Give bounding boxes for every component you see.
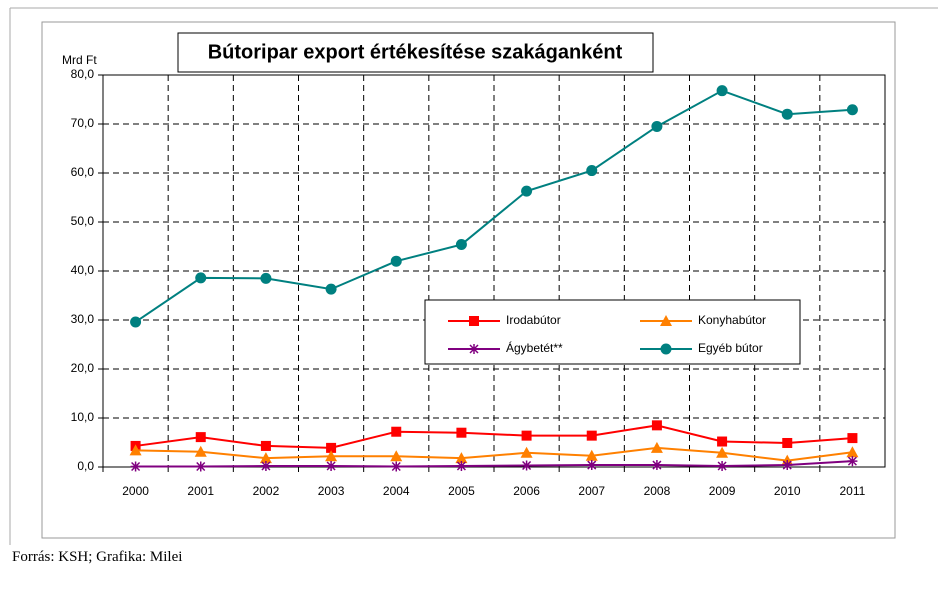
x-tick-label: 2006 <box>513 484 540 498</box>
y-tick-label: 70,0 <box>71 116 95 130</box>
marker <box>585 449 598 461</box>
marker <box>847 456 858 467</box>
legend-marker <box>660 343 672 355</box>
marker <box>195 461 206 472</box>
y-tick-label: 30,0 <box>71 312 95 326</box>
legend-marker <box>469 344 479 354</box>
title-box <box>177 32 654 73</box>
marker <box>195 432 206 443</box>
marker <box>391 426 402 437</box>
x-tick-label: 2002 <box>253 484 280 498</box>
x-tick-label: 2000 <box>122 484 149 498</box>
y-tick-label: 10,0 <box>71 410 95 424</box>
marker <box>130 316 142 328</box>
legend-marker <box>469 316 479 326</box>
marker <box>390 450 403 462</box>
marker <box>194 445 207 457</box>
marker <box>130 461 141 472</box>
marker <box>651 460 662 471</box>
marker <box>586 430 597 441</box>
marker <box>847 433 858 444</box>
x-tick-label: 2009 <box>709 484 736 498</box>
legend-items: Irodabútor Konyhabútor Ágybetét** Egyéb bút… <box>448 313 766 355</box>
marker <box>651 420 662 431</box>
y-tick-label: 20,0 <box>71 361 95 375</box>
marker <box>455 239 467 251</box>
marker <box>846 446 859 458</box>
marker <box>717 461 728 472</box>
marker <box>650 441 663 453</box>
marker <box>782 437 793 448</box>
plot: 0,0 10,0 20,0 30,0 40,0 50,0 60,0 70,0 80,0 2000 2… <box>71 67 885 498</box>
marker <box>717 436 728 447</box>
marker <box>521 430 532 441</box>
x-tick-label: 2007 <box>578 484 605 498</box>
series-line <box>135 424 853 449</box>
legend-marker <box>660 315 672 326</box>
marker <box>846 104 858 116</box>
marker <box>129 444 142 456</box>
marker <box>259 452 272 464</box>
marker <box>326 461 337 472</box>
legend-label: Irodabútor <box>506 313 561 327</box>
y-tick-label: 50,0 <box>71 214 95 228</box>
x-tick-label: 2008 <box>644 484 671 498</box>
marker <box>455 452 468 464</box>
marker <box>326 442 337 453</box>
marker <box>456 427 467 438</box>
marker <box>260 272 272 284</box>
marker <box>260 461 271 472</box>
marker <box>520 446 533 458</box>
legend-label: Ágybetét** <box>506 340 563 355</box>
marker <box>782 460 793 471</box>
chart-title: Bútoripar export értékesítése szakáganké… <box>208 41 623 63</box>
legend-label: Egyéb bútor <box>698 341 763 355</box>
marker <box>716 446 729 458</box>
x-tick-label: 2005 <box>448 484 475 498</box>
marker <box>521 460 532 471</box>
marker <box>195 272 207 284</box>
series-line <box>135 460 853 468</box>
marker <box>325 450 338 462</box>
marker <box>586 165 598 177</box>
x-tick-label: 2010 <box>774 484 801 498</box>
series-line <box>135 89 853 323</box>
y-tick-label: 0,0 <box>77 459 94 473</box>
marker <box>325 283 337 295</box>
series-line <box>135 446 853 462</box>
marker <box>781 108 793 120</box>
y-tick-label: 80,0 <box>71 67 95 81</box>
marker <box>391 461 402 472</box>
marker <box>716 85 728 97</box>
marker <box>390 255 402 267</box>
y-tick-label: 40,0 <box>71 263 95 277</box>
x-tick-label: 2001 <box>187 484 214 498</box>
legend <box>424 299 801 365</box>
marker <box>521 185 533 197</box>
marker <box>586 460 597 471</box>
legend-label: Konyhabútor <box>698 313 766 327</box>
y-tick-label: 60,0 <box>71 165 95 179</box>
x-tick-label: 2004 <box>383 484 410 498</box>
marker <box>260 440 271 451</box>
source: Forrás: KSH; Grafika: Milei <box>12 549 183 565</box>
x-tick-label: 2011 <box>840 484 866 498</box>
marker <box>456 461 467 472</box>
chart: Mrd Ft 0,0 10,0 20,0 30,0 40,0 50,0 60,0 70,0 80… <box>9 7 938 545</box>
y-axis-label: Mrd Ft <box>62 53 97 67</box>
x-tick-label: 2003 <box>318 484 345 498</box>
marker <box>651 120 663 132</box>
